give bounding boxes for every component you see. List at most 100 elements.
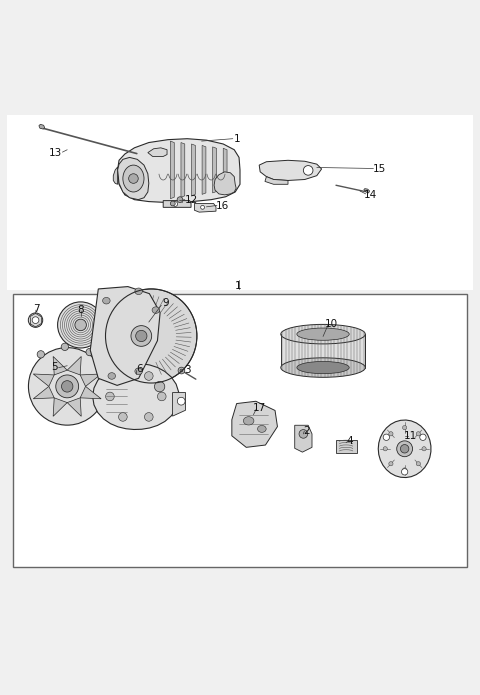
Circle shape: [155, 382, 165, 392]
Circle shape: [129, 174, 138, 183]
Circle shape: [416, 461, 420, 466]
Polygon shape: [170, 141, 174, 199]
Circle shape: [170, 201, 175, 206]
Ellipse shape: [281, 325, 365, 344]
Text: 15: 15: [372, 164, 386, 174]
Polygon shape: [265, 177, 288, 184]
Circle shape: [403, 425, 407, 430]
Text: 14: 14: [364, 190, 377, 200]
Ellipse shape: [297, 328, 349, 341]
Circle shape: [180, 369, 183, 372]
Circle shape: [403, 468, 407, 472]
Polygon shape: [378, 420, 431, 477]
Polygon shape: [39, 124, 45, 129]
Polygon shape: [67, 398, 81, 416]
Circle shape: [28, 313, 43, 327]
Polygon shape: [259, 161, 322, 181]
Ellipse shape: [108, 373, 116, 379]
Circle shape: [119, 413, 127, 421]
Circle shape: [299, 430, 308, 439]
Polygon shape: [192, 144, 195, 196]
Ellipse shape: [281, 358, 365, 377]
Circle shape: [416, 432, 420, 436]
Polygon shape: [67, 357, 81, 375]
Circle shape: [144, 413, 153, 421]
Polygon shape: [213, 147, 216, 193]
Text: 4: 4: [347, 436, 353, 446]
Circle shape: [396, 441, 413, 457]
Circle shape: [389, 432, 393, 436]
Polygon shape: [295, 425, 312, 452]
Circle shape: [178, 367, 185, 374]
Text: 16: 16: [216, 201, 229, 211]
Polygon shape: [202, 145, 206, 195]
Polygon shape: [148, 148, 167, 156]
Circle shape: [422, 447, 426, 451]
Text: 2: 2: [303, 425, 310, 436]
Text: 5: 5: [51, 362, 58, 373]
Text: 7: 7: [33, 304, 39, 314]
Polygon shape: [194, 204, 216, 212]
Polygon shape: [33, 374, 54, 386]
Circle shape: [401, 468, 408, 475]
Text: 10: 10: [324, 320, 338, 329]
Polygon shape: [214, 172, 236, 195]
Polygon shape: [80, 374, 101, 386]
Circle shape: [28, 348, 106, 425]
Polygon shape: [93, 363, 179, 430]
Circle shape: [136, 330, 147, 342]
Circle shape: [106, 392, 114, 401]
Polygon shape: [232, 401, 277, 448]
Polygon shape: [281, 334, 365, 368]
Circle shape: [119, 372, 127, 380]
Circle shape: [104, 365, 111, 372]
Text: 3: 3: [184, 365, 191, 375]
Circle shape: [131, 326, 152, 346]
Circle shape: [37, 351, 45, 358]
Circle shape: [32, 317, 39, 323]
Text: 13: 13: [48, 148, 62, 158]
Polygon shape: [90, 286, 160, 385]
Polygon shape: [118, 139, 240, 202]
Polygon shape: [223, 148, 227, 192]
Bar: [7, 115, 473, 290]
Circle shape: [177, 398, 185, 405]
Polygon shape: [53, 398, 67, 416]
Circle shape: [400, 445, 409, 453]
Ellipse shape: [243, 417, 254, 425]
Circle shape: [177, 197, 183, 202]
Ellipse shape: [135, 368, 143, 375]
Polygon shape: [80, 386, 101, 399]
Ellipse shape: [152, 306, 159, 313]
Text: 11: 11: [404, 431, 418, 441]
Circle shape: [58, 302, 104, 348]
Ellipse shape: [297, 361, 349, 374]
Circle shape: [61, 381, 73, 392]
Polygon shape: [173, 393, 185, 416]
Circle shape: [389, 461, 393, 466]
Polygon shape: [33, 386, 54, 399]
Circle shape: [75, 319, 86, 331]
Circle shape: [303, 165, 313, 175]
Circle shape: [144, 372, 153, 380]
Ellipse shape: [123, 165, 144, 192]
Text: 6: 6: [136, 363, 143, 374]
Circle shape: [157, 392, 166, 401]
Text: 17: 17: [252, 403, 266, 413]
Circle shape: [420, 434, 426, 441]
Polygon shape: [113, 167, 118, 184]
Circle shape: [86, 348, 93, 356]
Ellipse shape: [106, 289, 197, 383]
Circle shape: [56, 375, 79, 398]
Ellipse shape: [103, 297, 110, 304]
Polygon shape: [118, 158, 149, 199]
Bar: [13, 294, 467, 567]
Text: 1: 1: [234, 133, 241, 144]
Polygon shape: [181, 142, 185, 197]
Circle shape: [383, 447, 387, 451]
Circle shape: [201, 206, 204, 209]
Text: 9: 9: [162, 298, 169, 309]
Circle shape: [61, 343, 69, 350]
Ellipse shape: [257, 425, 266, 432]
Text: 8: 8: [77, 305, 84, 315]
